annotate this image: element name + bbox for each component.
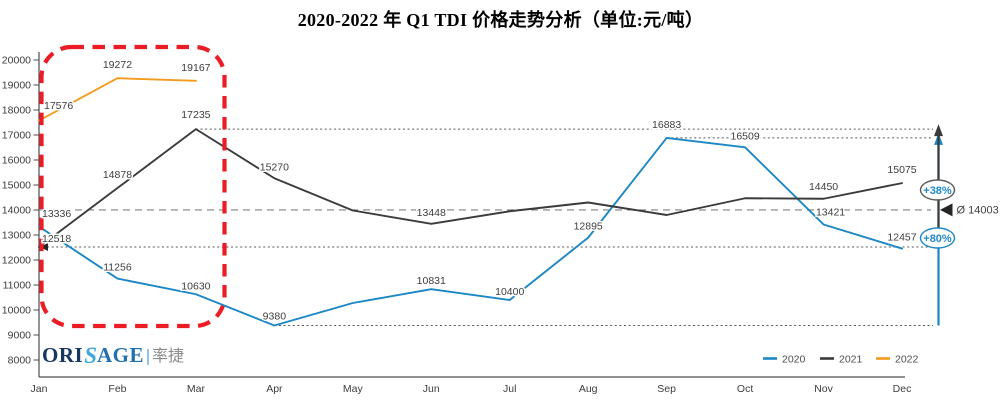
legend-label-2022: 2022: [895, 354, 919, 366]
y-axis-tick-label: 14000: [2, 205, 31, 217]
x-axis-label-feb: Feb: [108, 383, 126, 395]
value-label-2020-Jun: 10831: [417, 275, 446, 287]
y-axis-tick-label: 16000: [2, 155, 31, 167]
value-label-2022-Feb: 19272: [103, 59, 132, 71]
y-axis-tick-label: 12000: [2, 255, 31, 267]
watermark-swirl-s-icon: S: [84, 343, 97, 368]
legend: 2020 2021 2022: [763, 354, 919, 366]
value-label-2022-Mar: 19167: [181, 62, 210, 74]
value-label-2020-Aug: 12895: [574, 221, 603, 233]
value-label-2020-Dec: 12457: [887, 232, 916, 244]
x-axis-label-nov: Nov: [814, 383, 833, 395]
y-axis-tick-label: 18000: [2, 105, 31, 117]
series-line-2021: [38, 128, 903, 249]
value-label-2022-Jan: 17576: [44, 100, 73, 112]
value-label-2020-Mar: 10630: [181, 280, 210, 292]
value-label-2020-Nov: 13421: [816, 206, 845, 218]
y-axis-tick-label: 10000: [2, 305, 31, 317]
chart-title: 2020-2022 年 Q1 TDI 价格走势分析（单位:元/吨）: [297, 10, 704, 30]
average-marker-triangle-icon: [940, 203, 953, 217]
series-line-2020: [38, 136, 903, 327]
value-label-2020-Jul: 10400: [495, 286, 524, 298]
value-label-2020-Jan: 13336: [42, 208, 71, 220]
q1-highlight-box: [39, 44, 227, 329]
range-arrow-head-icon-+38%: [934, 124, 943, 137]
x-axis-label-oct: Oct: [737, 383, 753, 395]
x-axis-label-mar: Mar: [187, 383, 206, 395]
y-axis-tick-label: 17000: [2, 130, 31, 142]
x-axis-label-dec: Dec: [893, 383, 912, 395]
pct-badge-+38%: [919, 179, 956, 201]
value-label-2021-Feb: 14878: [103, 169, 132, 181]
watermark-logo: ORI S AGE 率捷: [42, 344, 184, 367]
value-label-2021-Nov: 14450: [809, 181, 838, 193]
value-label-2021-Dec: 15075: [887, 164, 916, 176]
watermark-divider: [147, 348, 149, 365]
x-axis-label-jul: Jul: [503, 383, 516, 395]
value-label-2021-Apr: 15270: [260, 161, 289, 173]
watermark-text-ori: ORI: [42, 343, 84, 367]
value-label-2021-Mar: 17235: [181, 109, 210, 121]
y-axis-tick-label: 8000: [8, 355, 32, 367]
value-label-2020-Oct: 16509: [730, 130, 759, 142]
x-axis-label-may: May: [343, 383, 364, 395]
watermark-text-cn: 率捷: [152, 347, 185, 365]
y-axis-tick-label: 19000: [2, 80, 31, 92]
x-axis-label-jun: Jun: [423, 383, 440, 395]
pct-badge-+80%: [919, 227, 956, 249]
legend-item-2020: 2020: [763, 354, 806, 366]
x-axis-label-apr: Apr: [266, 383, 283, 395]
y-axis-tick-label: 13000: [2, 230, 31, 242]
y-axis-tick-label: 9000: [8, 330, 32, 342]
average-value-label: Ø 14003: [957, 205, 999, 217]
y-axis-tick-label: 11000: [3, 280, 32, 292]
legend-item-2022: 2022: [876, 354, 919, 366]
value-label-2021-Jan: 12518: [42, 233, 71, 245]
dotted-line-left-arrow-icon: [40, 243, 48, 252]
axes: 8000 9000 10000 11000 12000 13000 14000 15000 16…: [2, 52, 912, 395]
watermark-text-age: AGE: [96, 343, 144, 367]
legend-label-2020: 2020: [782, 354, 806, 366]
pct-badge-label: +80%: [923, 233, 952, 245]
x-axis-label-aug: Aug: [579, 383, 598, 395]
value-label-2020-Apr: 9380: [263, 311, 287, 323]
value-labels: 13336 11256 10630 9380 10831 10400 12895 16883 1…: [41, 58, 919, 324]
y-axis-tick-label: 15000: [2, 180, 31, 192]
x-axis-label-jan: Jan: [31, 383, 48, 395]
y-axis-tick-label: 20000: [2, 55, 31, 67]
value-label-2020-Sep: 16883: [652, 119, 681, 131]
range-annotations: Ø 14003 +38% +80%: [919, 124, 999, 326]
series-lines: [38, 77, 903, 327]
value-label-2021-Jun: 13448: [417, 207, 446, 219]
x-axis-label-sep: Sep: [657, 383, 676, 395]
reference-lines: [39, 128, 933, 326]
value-label-2020-Feb: 11256: [103, 262, 132, 274]
series-line-2022: [38, 77, 197, 122]
pct-badge-label: +38%: [923, 185, 952, 197]
legend-label-2021: 2021: [839, 354, 863, 366]
legend-item-2021: 2021: [820, 354, 863, 366]
